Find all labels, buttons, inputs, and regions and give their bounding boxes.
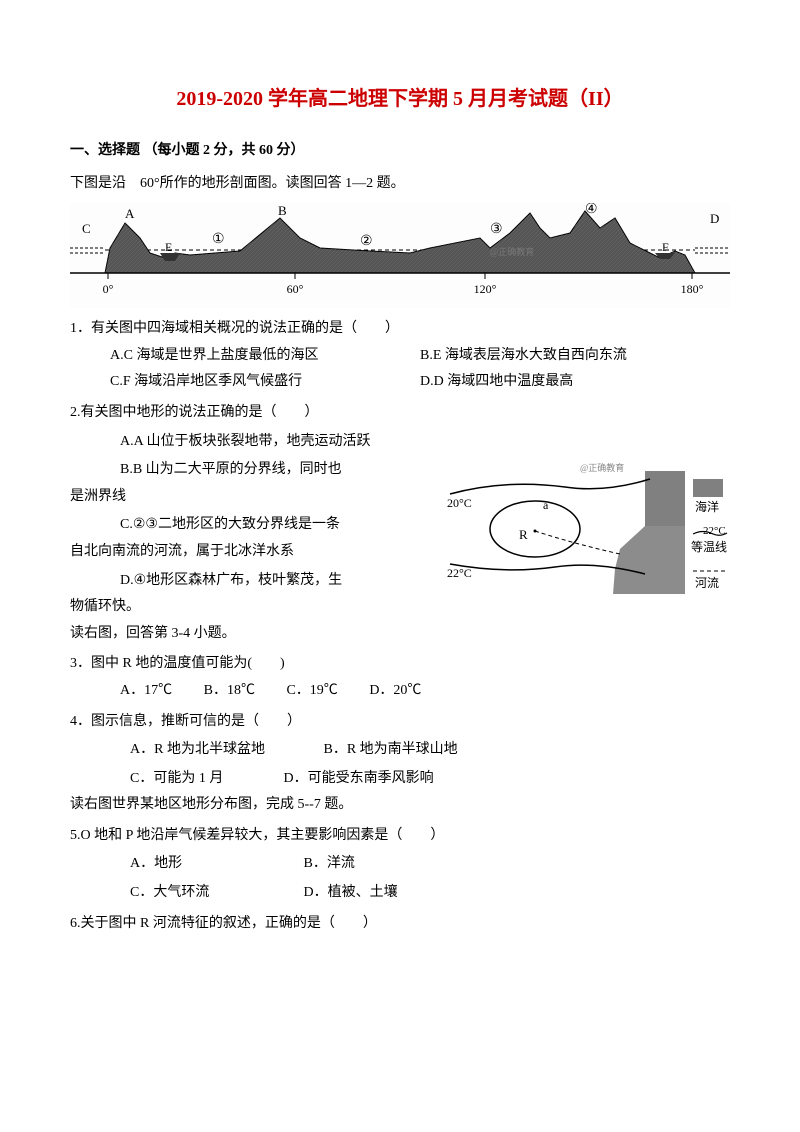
- label-E: E: [165, 240, 172, 254]
- q6-stem: 6.关于图中 R 河流特征的叙述，正确的是（ ）: [70, 911, 730, 938]
- label-B: B: [278, 203, 287, 218]
- q4-row1: A．R 地为北半球盆地 B．R 地为南半球山地: [70, 737, 730, 764]
- q4-opt-d: D．可能受东南季风影响: [284, 771, 434, 786]
- watermark-2: @正确教育: [580, 462, 624, 473]
- q5-opt-c: C．大气环流: [130, 880, 300, 907]
- map-t20: 20°C: [447, 496, 472, 510]
- intro-2: 读右图，回答第 3-4 小题。: [70, 621, 730, 648]
- label-c2: ②: [360, 234, 373, 249]
- label-c4: ④: [585, 203, 598, 217]
- section-header-1: 一、选择题 （每小题 2 分，共 60 分）: [70, 138, 730, 165]
- intro-1: 下图是沿 60°所作的地形剖面图。读图回答 1—2 题。: [70, 171, 730, 198]
- q3-stem: 3．图中 R 地的温度值可能为( ): [70, 651, 730, 678]
- q1-stem: 1．有关图中四海域相关概况的说法正确的是（ ）: [70, 316, 730, 343]
- q5-stem: 5.O 地和 P 地沿岸气候差异较大，其主要影响因素是（ ）: [70, 823, 730, 850]
- map-t22a: 22°C: [447, 566, 472, 580]
- isotherm-map-figure: @正确教育 a R 20°C 22°C 海洋 22°C 等温线 河流: [445, 459, 730, 619]
- q3-opt-a: A．17℃: [120, 683, 172, 698]
- label-c3: ③: [490, 222, 503, 237]
- q1-opt-a: A.C 海域是世界上盐度最低的海区: [110, 343, 420, 370]
- legend-iso: 等温线: [691, 540, 727, 554]
- q1-opt-d: D.D 海域四地中温度最高: [420, 369, 730, 396]
- q1-opt-c: C.F 海域沿岸地区季风气候盛行: [110, 369, 420, 396]
- label-c1: ①: [212, 232, 225, 247]
- q5-opt-d: D．植被、土壤: [304, 885, 398, 900]
- q5-opt-b: B．洋流: [304, 856, 355, 871]
- q4-stem: 4．图示信息，推断可信的是（ ）: [70, 709, 730, 736]
- map-label-a: a: [543, 498, 549, 512]
- q4-opt-a: A．R 地为北半球盆地: [130, 737, 320, 764]
- x-tick-180: 180°: [681, 282, 704, 296]
- q2-opt-a: A.A 山位于板块张裂地带，地壳运动活跃: [70, 429, 730, 456]
- q5-row1: A．地形 B．洋流: [70, 851, 730, 878]
- watermark-1: @正确教育: [490, 246, 534, 257]
- label-F: F: [662, 240, 669, 254]
- map-label-r: R: [519, 527, 528, 542]
- label-D: D: [710, 211, 719, 226]
- label-C: C: [82, 221, 91, 236]
- page-title: 2019-2020 学年高二地理下学期 5 月月考试题（II）: [70, 80, 730, 118]
- q2-stem: 2.有关图中地形的说法正确的是（ ）: [70, 400, 730, 427]
- q3-opt-b: B．18℃: [204, 683, 255, 698]
- x-tick-60: 60°: [287, 282, 304, 296]
- q1-opt-b: B.E 海域表层海水大致自西向东流: [420, 343, 730, 370]
- q3-options: A．17℃ B．18℃ C．19℃ D．20℃: [70, 678, 730, 705]
- x-tick-120: 120°: [474, 282, 497, 296]
- q5-opt-a: A．地形: [130, 851, 300, 878]
- q3-opt-c: C．19℃: [286, 683, 337, 698]
- q4-opt-c: C．可能为 1 月: [130, 766, 280, 793]
- intro-3: 读右图世界某地区地形分布图，完成 5--7 题。: [70, 792, 730, 819]
- legend-sea: 海洋: [695, 499, 719, 514]
- profile-figure: 0° 60° 120° 180° C A E ① B ② ③ ④ F D @正确…: [70, 203, 730, 308]
- label-A: A: [125, 206, 135, 221]
- q5-row2: C．大气环流 D．植被、土壤: [70, 880, 730, 907]
- q4-opt-b: B．R 地为南半球山地: [324, 742, 458, 757]
- legend-river: 河流: [695, 576, 719, 590]
- x-tick-0: 0°: [103, 282, 114, 296]
- map-t22b: 22°C: [703, 525, 726, 537]
- q4-row2: C．可能为 1 月 D．可能受东南季风影响: [70, 766, 730, 793]
- q3-opt-d: D．20℃: [369, 683, 421, 698]
